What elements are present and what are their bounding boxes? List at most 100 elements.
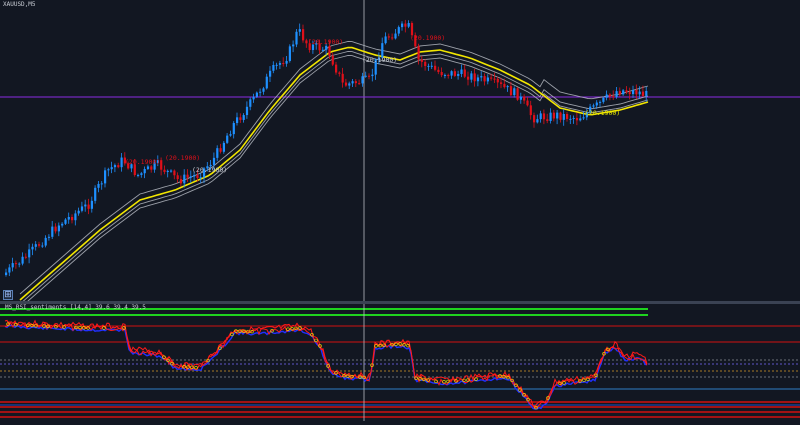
indicator-pane[interactable]: MS_RSI_sentiments [14,4] 39.6 39.4 39.5 [0,304,800,421]
bear-candle [239,117,242,120]
rsi-marker-dot [390,342,394,347]
rsi-marker-dot [582,378,586,382]
bull-candle [615,91,618,98]
bear-candle [219,148,222,152]
rsi-marker-dot [78,325,82,330]
rsi-marker-dot [74,325,78,330]
bull-candle [110,167,113,170]
bear-candle [133,164,136,176]
bear-candle [196,175,199,179]
bull-candle [61,223,64,226]
bear-candle [608,94,612,97]
bull-candle [295,31,298,45]
rsi-marker-dot [250,329,254,334]
bull-candle [292,44,295,47]
rsi-marker-dot [606,347,610,352]
bear-candle [533,115,536,123]
bull-candle [602,97,605,102]
bull-candle [536,119,539,123]
bear-candle [344,82,348,86]
bear-candle [437,69,440,72]
bear-candle [552,112,555,119]
symbol-timeframe-label: XAUUSD,M5 [3,1,36,8]
rsi-marker-dot [334,371,338,375]
rsi-marker-dot [14,322,18,327]
bear-candle [420,59,423,62]
bull-candle [605,94,608,98]
env-lower-1-line [19,51,649,305]
price-annotation-label: (20.1900) [585,109,620,117]
price-annotation-label: (20.1900) [362,56,397,64]
bull-candle [486,77,489,82]
bear-candle [368,75,371,77]
rsi-marker-dot [218,346,222,350]
bull-candle [374,59,377,75]
bull-candle [470,73,473,80]
bear-candle [467,76,470,80]
bear-candle [150,166,153,170]
rsi-marker-dot [102,326,106,330]
bull-candle [572,117,575,119]
price-annotation-label: (20.1900) [308,38,343,46]
bull-candle [41,245,44,247]
bear-candle [127,163,130,169]
bull-candle [321,49,324,51]
bull-candle [513,88,516,96]
rsi-marker-dot [370,363,374,367]
bull-candle [460,69,463,74]
rsi-marker-dot [602,351,606,356]
rsi-marker-dot [434,379,438,384]
bull-candle [592,105,595,107]
bull-candle [589,106,592,112]
bear-candle [305,40,308,44]
bear-candle [559,112,562,120]
bull-candle [401,23,404,28]
rsi-marker-dot [350,374,354,379]
rsi-marker-dot [562,381,566,385]
rsi-marker-dot [522,393,526,397]
bear-candle [179,179,183,184]
rsi-marker-dot [190,365,194,370]
bull-candle [203,168,206,178]
bull-candle [632,90,635,95]
rsi-marker-dot [454,379,458,383]
rsi-marker-dot [586,377,590,382]
bull-candle [120,157,123,168]
bull-candle [222,142,225,152]
bear-candle [490,77,493,79]
rsi-marker-dot [594,373,598,378]
rsi-marker-dot [546,396,550,400]
bear-candle [473,73,476,82]
bull-candle [5,272,8,275]
bear-candle [38,244,41,246]
bull-candle [189,176,192,178]
rsi-marker-dot [310,333,314,337]
bull-candle [113,165,117,168]
bull-candle [232,123,235,135]
price-chart-canvas[interactable]: (20.1900) (20.1900) (20.1900) (20.1900) (20.… [0,0,800,309]
bear-candle [493,78,496,80]
bull-candle [249,99,252,107]
price-chart-pane[interactable]: (20.1900) (20.1900) (20.1900) (20.1900) (20.… [0,0,800,309]
rsi-indicator-canvas[interactable] [0,304,800,421]
bull-candle [443,74,447,76]
bull-candle [107,169,110,171]
bear-candle [160,160,163,170]
rsi-marker-dot [122,326,126,330]
pane-separator[interactable] [0,301,800,304]
bear-candle [318,43,321,51]
bear-candle [496,78,499,83]
bull-candle [364,75,367,77]
indicator-title-label: MS_RSI_sentiments [14,4] 39.6 39.4 39.5 [5,304,146,311]
expand-icon[interactable]: ⊞ [3,290,13,300]
bull-candle [556,112,559,119]
bear-candle [503,83,506,88]
bull-candle [31,246,34,250]
bear-candle [523,96,526,101]
bear-candle [354,81,357,84]
bull-candle [622,90,625,95]
rsi-marker-dot [242,329,246,334]
bull-candle [209,164,212,167]
bull-candle [153,162,156,170]
bull-candle [80,206,84,211]
